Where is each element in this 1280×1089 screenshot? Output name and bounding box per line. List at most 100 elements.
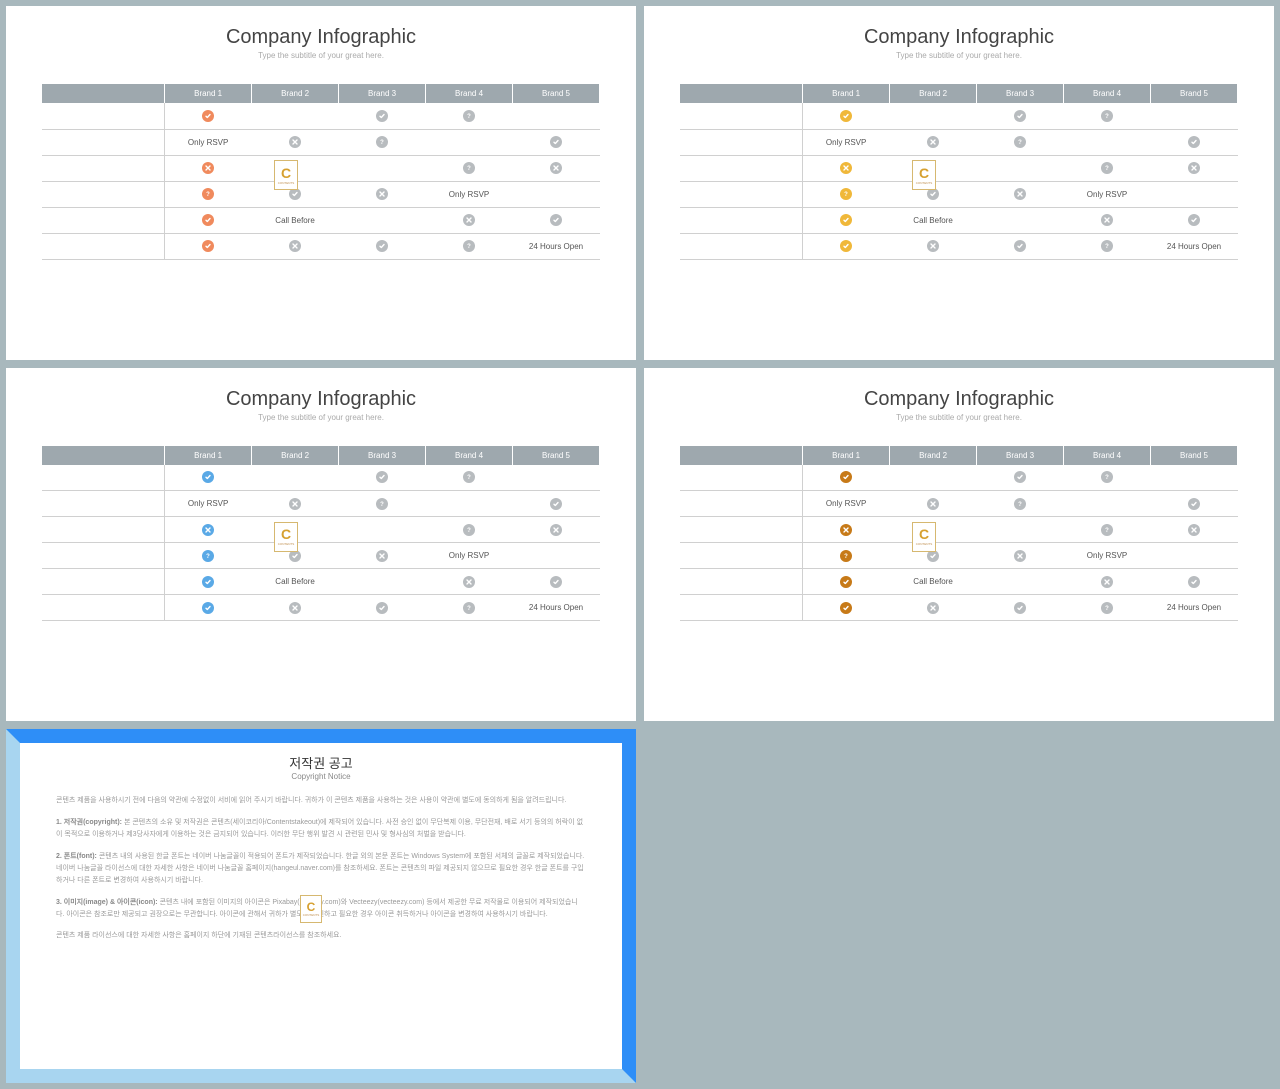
table-cell: ? [977, 491, 1064, 517]
table-cell: Call Before [890, 207, 977, 233]
cross-icon [1014, 188, 1026, 200]
table-cell [513, 569, 600, 595]
table-cell [165, 103, 252, 129]
question-icon: ? [463, 602, 475, 614]
table-cell [890, 595, 977, 621]
table-cell: ? [426, 465, 513, 491]
question-icon: ? [1101, 240, 1113, 252]
table-cell [165, 465, 252, 491]
cell-text: Only RSVP [449, 551, 489, 560]
table-cell [1151, 543, 1238, 569]
table-cell [680, 233, 803, 259]
table-cell: 24 Hours Open [1151, 595, 1238, 621]
check-icon [1014, 471, 1026, 483]
table-row: ? Only RSVP [42, 543, 600, 569]
table-cell [890, 155, 977, 181]
table-cell: ? [165, 181, 252, 207]
svg-text:?: ? [1018, 140, 1022, 146]
slide-subtitle: Type the subtitle of your great here. [644, 413, 1274, 422]
cell-text: Only RSVP [826, 138, 866, 147]
table-cell [252, 103, 339, 129]
table-cell [339, 233, 426, 259]
table-row: ?Only RSVP [680, 181, 1238, 207]
slide-title: Company Infographic [644, 388, 1274, 411]
empty-slot [644, 729, 1274, 1083]
check-icon [927, 188, 939, 200]
table-cell [339, 181, 426, 207]
cell-text: Only RSVP [188, 138, 228, 147]
table-row: Only RSVP? [680, 491, 1238, 517]
table-cell [1151, 465, 1238, 491]
table-cell [42, 491, 165, 517]
cross-icon [927, 136, 939, 148]
table-cell [42, 569, 165, 595]
cell-text: Only RSVP [1087, 551, 1127, 560]
svg-text:?: ? [1105, 166, 1109, 172]
svg-text:?: ? [467, 166, 471, 172]
table-cell [977, 517, 1064, 543]
table-row: Call Before [42, 207, 600, 233]
cell-text: Only RSVP [449, 190, 489, 199]
cross-icon [927, 602, 939, 614]
table-cell [890, 465, 977, 491]
table-cell [1151, 207, 1238, 233]
table-cell [1064, 207, 1151, 233]
table-cell: Call Before [252, 569, 339, 595]
check-icon [840, 110, 852, 122]
table-cell: 24 Hours Open [513, 233, 600, 259]
cross-icon [927, 240, 939, 252]
check-icon [1014, 240, 1026, 252]
table-row: ?24 Hours Open [680, 595, 1238, 621]
check-icon [202, 110, 214, 122]
svg-text:?: ? [1105, 528, 1109, 534]
column-header: Brand 3 [977, 84, 1064, 103]
check-icon [927, 550, 939, 562]
table-cell [426, 491, 513, 517]
question-icon: ? [840, 188, 852, 200]
table-cell [890, 517, 977, 543]
table-row: ? [680, 103, 1238, 129]
check-icon [376, 471, 388, 483]
table-cell: Only RSVP [426, 543, 513, 569]
table-cell [1064, 491, 1151, 517]
table-cell [165, 595, 252, 621]
check-icon [550, 214, 562, 226]
check-icon [289, 550, 301, 562]
table-cell [252, 595, 339, 621]
cross-icon [463, 576, 475, 588]
svg-text:?: ? [380, 140, 384, 146]
table-cell [252, 517, 339, 543]
table-cell [42, 103, 165, 129]
column-header: Brand 2 [890, 446, 977, 465]
table-row: ?24 Hours Open [680, 233, 1238, 259]
slide-subtitle: Type the subtitle of your great here. [6, 51, 636, 60]
cross-icon [202, 162, 214, 174]
svg-text:?: ? [380, 502, 384, 508]
question-icon: ? [1014, 498, 1026, 510]
table-cell: ? [165, 543, 252, 569]
table-cell [1151, 517, 1238, 543]
column-header: Brand 5 [513, 446, 600, 465]
table-cell [890, 233, 977, 259]
table-cell: Only RSVP [1064, 543, 1151, 569]
question-icon: ? [463, 471, 475, 483]
table-cell: ? [339, 491, 426, 517]
svg-text:?: ? [1105, 475, 1109, 481]
check-icon [376, 602, 388, 614]
table-cell: ? [339, 129, 426, 155]
table-cell [680, 129, 803, 155]
table-cell [803, 595, 890, 621]
check-icon [202, 602, 214, 614]
check-icon [202, 240, 214, 252]
check-icon [840, 602, 852, 614]
table-row: ?24 Hours Open [42, 233, 600, 259]
column-header: Brand 3 [339, 446, 426, 465]
cell-text: Call Before [913, 577, 953, 586]
cross-icon [840, 524, 852, 536]
question-icon: ? [202, 550, 214, 562]
column-header: Brand 2 [252, 446, 339, 465]
table-cell [42, 233, 165, 259]
cell-text: 24 Hours Open [529, 603, 583, 612]
question-icon: ? [1014, 136, 1026, 148]
table-cell [680, 207, 803, 233]
